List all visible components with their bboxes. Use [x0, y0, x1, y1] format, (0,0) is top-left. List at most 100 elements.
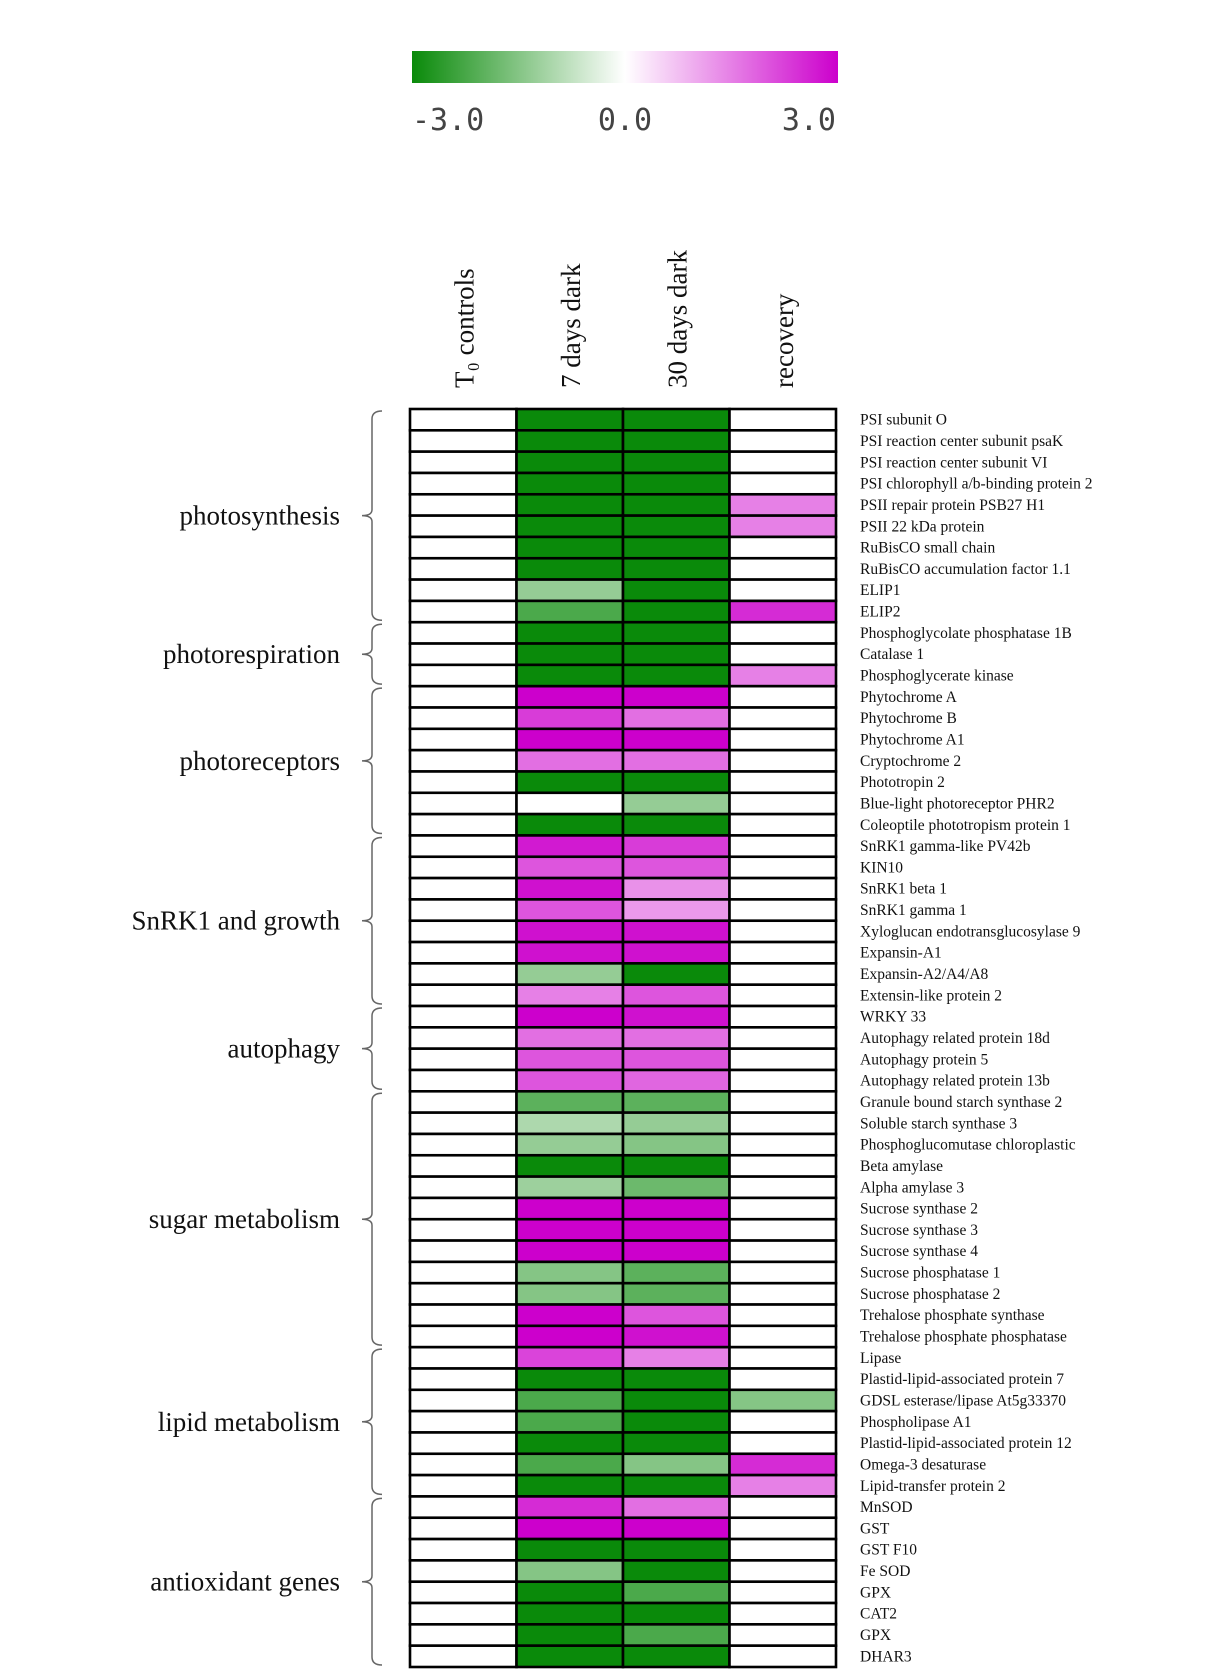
heatmap-cell — [408, 1068, 518, 1093]
heatmap-cell — [515, 1196, 625, 1221]
heatmap-cell — [408, 1004, 518, 1029]
heatmap-cell — [621, 748, 731, 773]
heatmap-cell — [728, 834, 838, 859]
heatmap-cell — [515, 812, 625, 837]
heatmap-cell — [515, 791, 625, 816]
heatmap-cell — [515, 578, 625, 603]
row-label: GPX — [860, 1584, 891, 1601]
group-bracket — [361, 1092, 383, 1346]
heatmap-cell — [408, 940, 518, 965]
heatmap-cell — [621, 1388, 731, 1413]
row-label: RuBisCO accumulation factor 1.1 — [860, 561, 1071, 578]
heatmap-cell — [728, 1452, 838, 1477]
heatmap-cell — [515, 1623, 625, 1647]
heatmap-cell — [408, 1047, 518, 1072]
heatmap-cell — [728, 1473, 838, 1498]
heatmap-cell — [515, 1239, 625, 1264]
heatmap-cell — [515, 429, 625, 453]
heatmap-cell — [728, 898, 838, 923]
row-label: Alpha amylase 3 — [860, 1179, 964, 1196]
heatmap-cell — [515, 1090, 625, 1114]
heatmap-cell — [728, 1537, 838, 1562]
heatmap-cell — [408, 1345, 518, 1370]
group-label: antioxidant genes — [150, 1567, 340, 1597]
heatmap-cell — [621, 1644, 731, 1669]
row-label: Trehalose phosphate synthase — [860, 1307, 1045, 1324]
heatmap-cell — [728, 1388, 838, 1413]
heatmap-cell — [621, 1132, 731, 1157]
heatmap-cell — [728, 1090, 838, 1114]
row-label: Fe SOD — [860, 1563, 910, 1580]
heatmap-cell — [408, 1431, 518, 1456]
heatmap-cell — [408, 812, 518, 837]
colorbar — [412, 51, 838, 83]
heatmap-cell — [728, 1175, 838, 1200]
heatmap-cell — [515, 1324, 625, 1349]
heatmap-cell — [515, 1452, 625, 1477]
heatmap-cell — [408, 620, 518, 645]
row-label: SnRK1 gamma-like PV42b — [860, 838, 1031, 855]
column-header: T₀ controls — [449, 268, 479, 388]
row-label: Beta amylase — [860, 1158, 943, 1175]
group-bracket — [361, 1497, 383, 1666]
heatmap-cell — [621, 535, 731, 560]
heatmap-cell — [515, 1303, 625, 1328]
heatmap-cell — [408, 578, 518, 603]
heatmap-cell — [408, 1090, 518, 1114]
row-label: Phytochrome A — [860, 689, 958, 706]
heatmap-cell — [408, 1217, 518, 1242]
heatmap-cell — [408, 1132, 518, 1157]
heatmap-cell — [728, 1303, 838, 1328]
group-label: sugar metabolism — [149, 1204, 340, 1234]
row-label: GPX — [860, 1627, 891, 1644]
heatmap-cell — [621, 1452, 731, 1477]
heatmap-cell — [515, 663, 625, 688]
heatmap-cell — [621, 983, 731, 1008]
heatmap-cell — [408, 748, 518, 773]
row-label: Phosphoglucomutase chloroplastic — [860, 1137, 1076, 1154]
heatmap-cell — [515, 684, 625, 709]
heatmap-cell — [621, 642, 731, 667]
heatmap-cell — [408, 1537, 518, 1562]
heatmap-cell — [408, 1303, 518, 1328]
heatmap-cell — [408, 791, 518, 816]
row-label: SnRK1 gamma 1 — [860, 902, 967, 919]
heatmap-cell — [621, 1431, 731, 1456]
heatmap-cell — [728, 706, 838, 731]
heatmap-cell — [621, 940, 731, 965]
heatmap-cell — [408, 1281, 518, 1306]
heatmap-cell — [515, 535, 625, 560]
row-label: Omega-3 desaturase — [860, 1456, 986, 1473]
heatmap-cell — [408, 1324, 518, 1349]
row-label: PSI reaction center subunit VI — [860, 454, 1047, 471]
heatmap-cell — [728, 1068, 838, 1093]
heatmap-cell — [728, 578, 838, 603]
heatmap-cell — [515, 1367, 625, 1392]
row-label: MnSOD — [860, 1499, 913, 1516]
heatmap-cell — [515, 855, 625, 880]
heatmap-cell — [728, 599, 838, 624]
group-bracket — [361, 410, 383, 621]
heatmap-cell — [621, 684, 731, 709]
heatmap-cell — [621, 1516, 731, 1541]
heatmap-cell — [408, 855, 518, 880]
heatmap-cell — [408, 1239, 518, 1264]
heatmap-cell — [408, 514, 518, 539]
row-label: Catalase 1 — [860, 646, 924, 663]
heatmap-cell — [515, 1217, 625, 1242]
heatmap-cell — [728, 1601, 838, 1626]
group-bracket — [361, 1348, 383, 1496]
heatmap-cell — [621, 514, 731, 539]
heatmap-cell — [728, 1431, 838, 1456]
heatmap-cell — [515, 599, 625, 624]
group-label: autophagy — [228, 1034, 341, 1064]
heatmap-cell — [728, 429, 838, 453]
heatmap-cell — [408, 876, 518, 901]
heatmap-cell — [728, 1409, 838, 1434]
row-label: PSI reaction center subunit psaK — [860, 433, 1064, 450]
heatmap-cell — [515, 1601, 625, 1626]
heatmap-cell — [408, 919, 518, 944]
heatmap-cell — [621, 620, 731, 645]
colorbar-tick-mid: 0.0 — [598, 103, 652, 138]
